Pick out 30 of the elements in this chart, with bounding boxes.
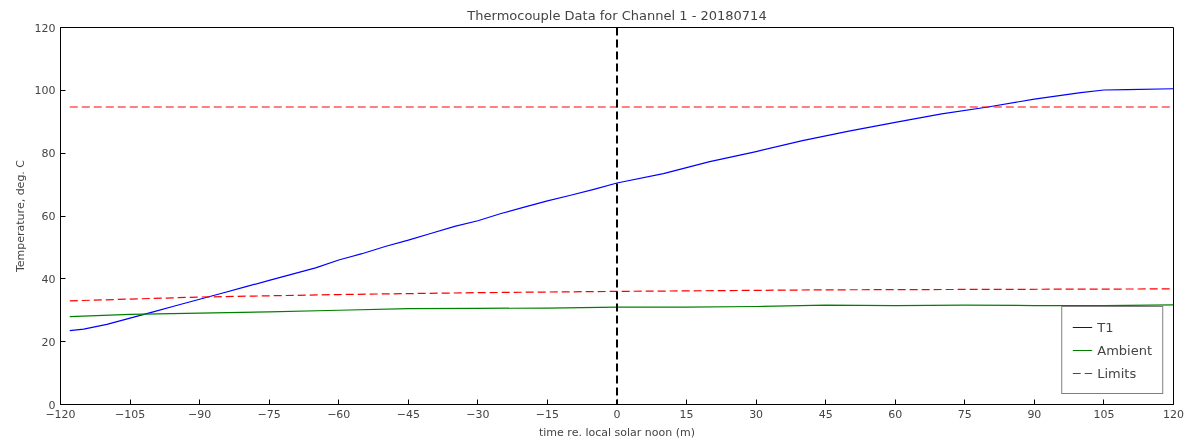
line-series bbox=[69, 304, 1174, 318]
x-tick-label: −75 bbox=[257, 407, 281, 421]
y-tick-label: 20 bbox=[41, 335, 56, 349]
y-tick-label: 60 bbox=[41, 210, 56, 223]
x-tick-label: 15 bbox=[679, 407, 694, 421]
y-axis-title: Temperature, deg. C bbox=[13, 159, 27, 274]
x-tick-label: −90 bbox=[188, 407, 212, 421]
y-tick-label: 120 bbox=[34, 21, 56, 35]
y-tick-label: 80 bbox=[41, 147, 56, 161]
x-tick-label: 0 bbox=[613, 407, 621, 421]
x-tick-label: 60 bbox=[888, 407, 903, 421]
x-axis-title: time re. local solar noon (m) bbox=[539, 425, 695, 439]
legend-label: T1 bbox=[1097, 319, 1115, 335]
x-tick-label: −30 bbox=[466, 407, 490, 421]
x-tick-label: 120 bbox=[1163, 407, 1184, 421]
legend-label: Limits bbox=[1097, 365, 1137, 381]
legend-label: Ambient bbox=[1097, 342, 1152, 358]
x-tick-label: −45 bbox=[396, 407, 420, 421]
x-tick-label: 45 bbox=[818, 407, 833, 421]
x-tick-label: 30 bbox=[749, 407, 764, 421]
x-tick-label: 75 bbox=[957, 407, 972, 421]
y-tick-label: 40 bbox=[41, 272, 56, 286]
x-tick-label: −15 bbox=[535, 407, 560, 421]
chart-title: Thermocouple Data for Channel 1 - 20180714 bbox=[466, 7, 767, 23]
x-tick-label: 90 bbox=[1027, 407, 1042, 421]
y-tick-label: 100 bbox=[34, 84, 56, 98]
x-tick-label: −105 bbox=[114, 407, 146, 421]
x-tick-label: 105 bbox=[1093, 407, 1115, 421]
x-tick-label: −60 bbox=[327, 407, 351, 421]
line-series bbox=[69, 88, 1174, 332]
